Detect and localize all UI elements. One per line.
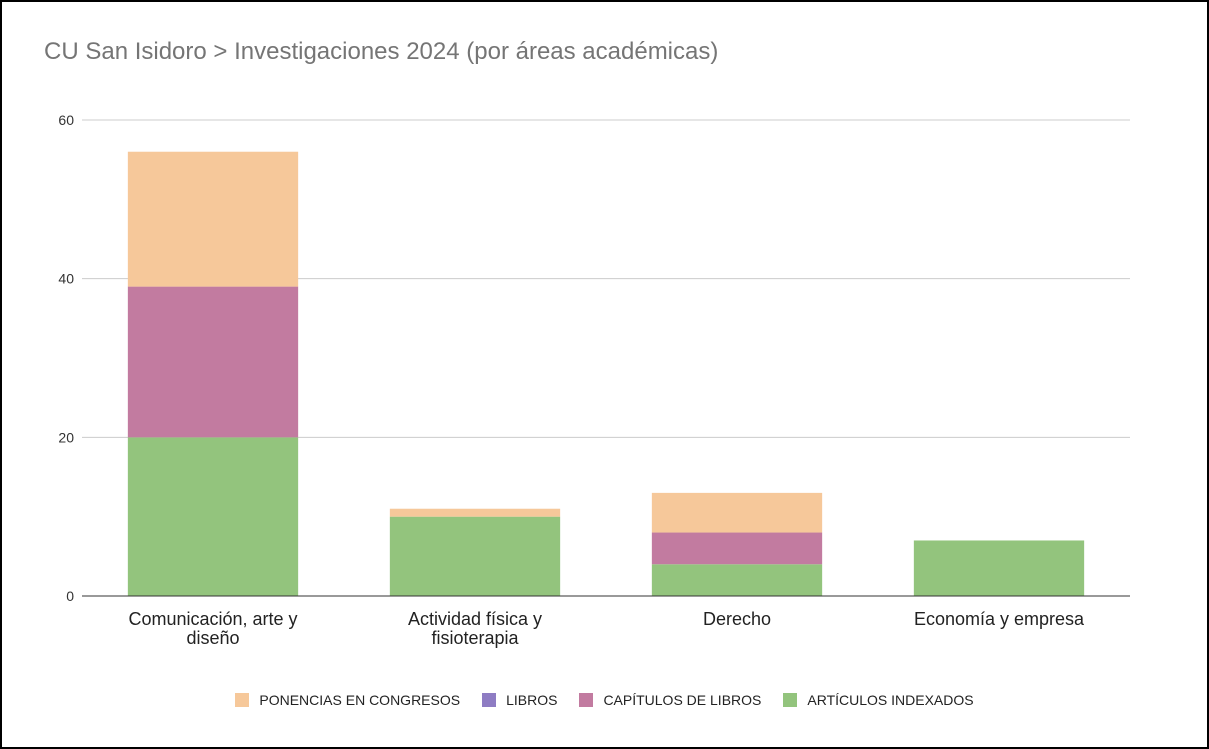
legend-item: ARTÍCULOS INDEXADOS [783, 692, 974, 708]
bar-segment [127, 286, 299, 438]
legend-label: CAPÍTULOS DE LIBROS [603, 692, 762, 708]
legend-label: ARTÍCULOS INDEXADOS [807, 692, 974, 708]
legend-label: PONENCIAS EN CONGRESOS [259, 692, 461, 708]
chart-legend: PONENCIAS EN CONGRESOS LIBROS CAPÍTULOS DE… [2, 692, 1207, 708]
legend-swatch [482, 693, 497, 707]
legend-label: LIBROS [506, 692, 558, 708]
bar-segment [651, 492, 823, 533]
y-tick-label: 0 [66, 588, 74, 604]
x-tick-label: Economía y empresa [914, 609, 1085, 629]
bar-segment [651, 564, 823, 596]
bar-segment [389, 508, 561, 517]
y-tick-label: 40 [58, 271, 74, 287]
legend-item: CAPÍTULOS DE LIBROS [579, 692, 761, 708]
legend-item: LIBROS [482, 692, 557, 708]
x-tick-label: Comunicación, arte y diseño [128, 609, 297, 648]
bar-segment [127, 151, 299, 287]
legend-swatch [783, 693, 798, 707]
bar-segment [913, 540, 1085, 596]
legend-item: PONENCIAS EN CONGRESOS [235, 692, 460, 708]
y-tick-label: 20 [58, 429, 74, 445]
y-tick-label: 60 [58, 112, 74, 128]
bar-segment [389, 516, 561, 596]
bar-segment [127, 437, 299, 596]
legend-swatch [579, 693, 594, 707]
x-tick-label: Actividad física y fisioterapia [408, 609, 542, 648]
bar-segment [651, 532, 823, 565]
x-tick-label: Derecho [703, 609, 771, 629]
chart-title: CU San Isidoro > Investigaciones 2024 (p… [44, 38, 719, 65]
legend-swatch [235, 693, 250, 707]
